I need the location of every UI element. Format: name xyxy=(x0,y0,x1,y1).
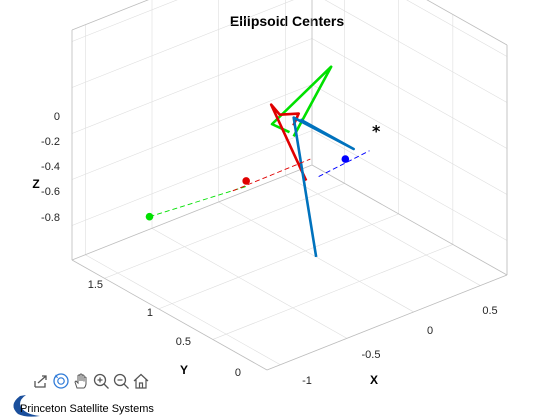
axes-box-edge xyxy=(426,0,508,46)
y-tick-label: 0 xyxy=(235,367,241,379)
y-axis-label: Y xyxy=(180,363,188,377)
z-tick-label: -0.6 xyxy=(41,186,60,198)
series-line-4 xyxy=(232,158,311,192)
company-logo: Princeton Satellite Systems xyxy=(13,395,154,417)
axes-box-edge xyxy=(71,259,268,371)
x-tick-label: -0.5 xyxy=(362,349,381,361)
series-line-3 xyxy=(149,185,249,218)
z-tick-label: -0.4 xyxy=(41,161,60,173)
grid-line xyxy=(311,38,508,149)
y-tick-label: 0.5 xyxy=(176,336,191,348)
axes-box-edge xyxy=(71,0,149,31)
axes-grid xyxy=(71,0,508,371)
grid-line xyxy=(158,213,399,310)
rotate-3d-icon[interactable] xyxy=(52,372,70,390)
asterisk-marker: * xyxy=(372,122,381,141)
grid-line xyxy=(324,0,508,103)
series-line-1 xyxy=(269,103,308,182)
center-marker-1 xyxy=(242,177,250,185)
grid-line xyxy=(71,38,313,134)
z-tick-label: -0.2 xyxy=(41,136,60,148)
series-line-2 xyxy=(292,116,355,258)
company-name: Princeton Satellite Systems xyxy=(20,403,154,415)
grid-line xyxy=(71,0,294,88)
zoom-out-icon[interactable] xyxy=(112,372,130,390)
y-tick-label: 1.5 xyxy=(88,279,103,291)
grid-line xyxy=(285,175,481,286)
grid-line xyxy=(311,84,508,195)
figure-toolbar xyxy=(32,372,150,390)
series-line-5 xyxy=(318,150,370,177)
axes-box-edge xyxy=(266,274,508,371)
pan-icon[interactable] xyxy=(72,372,90,390)
grid-line xyxy=(406,0,508,57)
z-tick-label: -0.8 xyxy=(41,212,60,224)
grid-line xyxy=(85,254,281,365)
grid-line xyxy=(311,130,508,241)
z-axis-label: Z xyxy=(32,177,39,191)
zoom-in-icon[interactable] xyxy=(92,372,110,390)
grid-line xyxy=(71,0,178,42)
z-tick-label: 0 xyxy=(54,111,60,123)
center-marker-0 xyxy=(145,212,154,221)
x-tick-label: -1 xyxy=(302,375,312,387)
center-marker-2 xyxy=(341,155,350,163)
export-icon[interactable] xyxy=(32,372,50,390)
x-tick-label: 0 xyxy=(427,325,433,337)
y-tick-label: 1 xyxy=(147,307,153,319)
axes-box-edge xyxy=(71,164,313,261)
grid-line xyxy=(104,183,345,279)
x-tick-labels: -1 -0.5 0 0.5 xyxy=(302,305,498,387)
swoosh-icon xyxy=(13,395,41,417)
x-tick-label: 0.5 xyxy=(482,305,497,317)
plot-data: * xyxy=(145,65,381,258)
chart-title: Ellipsoid Centers xyxy=(230,13,345,29)
grid-line xyxy=(212,244,453,340)
grid-line xyxy=(71,84,313,180)
grid-line xyxy=(71,130,313,226)
home-icon[interactable] xyxy=(132,372,150,390)
z-tick-labels: 0 -0.2 -0.4 -0.6 -0.8 xyxy=(41,111,60,224)
axes-box-edge xyxy=(311,164,508,276)
x-axis-label: X xyxy=(370,373,378,387)
y-tick-labels: 1.5 1 0.5 0 xyxy=(88,279,241,379)
